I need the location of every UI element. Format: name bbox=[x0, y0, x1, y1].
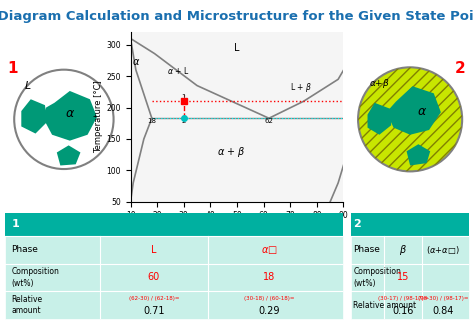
Text: (30-17) / (98-17)=: (30-17) / (98-17)= bbox=[378, 296, 428, 301]
Text: Phase: Phase bbox=[11, 245, 38, 254]
Text: 0.16: 0.16 bbox=[392, 306, 414, 316]
Text: 1: 1 bbox=[11, 220, 19, 230]
Text: 15: 15 bbox=[397, 272, 409, 282]
Polygon shape bbox=[21, 99, 47, 134]
Text: 2: 2 bbox=[455, 62, 466, 76]
Bar bbox=[5, 264, 344, 291]
Text: (98-30) / (98-17)=: (98-30) / (98-17)= bbox=[418, 296, 468, 301]
Text: 1: 1 bbox=[7, 62, 18, 76]
Polygon shape bbox=[367, 103, 391, 135]
Text: $\alpha$: $\alpha$ bbox=[65, 107, 75, 120]
Text: Phase: Phase bbox=[353, 245, 380, 254]
Text: 18: 18 bbox=[147, 118, 156, 124]
Text: $\beta$: $\beta$ bbox=[399, 243, 407, 257]
Text: L: L bbox=[25, 80, 31, 90]
Bar bbox=[351, 213, 469, 236]
Y-axis label: Temperature [°C]: Temperature [°C] bbox=[94, 80, 103, 153]
Text: Phase Diagram Calculation and Microstructure for the Given State Points 1,2: Phase Diagram Calculation and Microstruc… bbox=[0, 10, 474, 23]
Circle shape bbox=[358, 67, 462, 171]
Text: 2: 2 bbox=[353, 220, 361, 230]
Text: 2: 2 bbox=[182, 118, 186, 124]
Bar bbox=[351, 236, 469, 264]
Bar bbox=[5, 236, 344, 264]
Text: $\alpha$+$\beta$: $\alpha$+$\beta$ bbox=[369, 77, 390, 90]
Text: Composition
(wt%): Composition (wt%) bbox=[11, 267, 59, 288]
Text: (62-30) / (62-18)=: (62-30) / (62-18)= bbox=[128, 296, 179, 301]
Polygon shape bbox=[43, 91, 97, 141]
Polygon shape bbox=[57, 145, 81, 166]
Text: Relative
amount: Relative amount bbox=[11, 295, 43, 316]
Bar bbox=[5, 213, 344, 236]
Text: 0.71: 0.71 bbox=[143, 306, 164, 316]
Bar bbox=[351, 291, 469, 319]
Text: Relative amount: Relative amount bbox=[353, 300, 417, 309]
Text: 0.84: 0.84 bbox=[433, 306, 454, 316]
Text: 0.29: 0.29 bbox=[258, 306, 280, 316]
Text: 1: 1 bbox=[182, 94, 186, 100]
Text: ($\alpha$+$\alpha$□): ($\alpha$+$\alpha$□) bbox=[426, 244, 460, 256]
Text: $\alpha$ + $\beta$: $\alpha$ + $\beta$ bbox=[217, 145, 246, 159]
Text: 60: 60 bbox=[148, 272, 160, 282]
Text: L + $\beta$: L + $\beta$ bbox=[290, 81, 312, 94]
Bar bbox=[351, 264, 469, 291]
Text: 62: 62 bbox=[264, 118, 273, 124]
Text: $\alpha$: $\alpha$ bbox=[132, 57, 140, 67]
Text: 98: 98 bbox=[357, 118, 366, 124]
Text: $\alpha$□: $\alpha$□ bbox=[261, 244, 277, 256]
X-axis label: Sn (wt %) →: Sn (wt %) → bbox=[212, 223, 262, 232]
Text: 18: 18 bbox=[263, 272, 275, 282]
Text: L: L bbox=[234, 43, 240, 53]
Text: Composition
(wt%): Composition (wt%) bbox=[353, 267, 401, 288]
Bar bbox=[5, 291, 344, 319]
Polygon shape bbox=[386, 86, 441, 135]
Text: (30-18) / (60-18)=: (30-18) / (60-18)= bbox=[244, 296, 294, 301]
Text: $\alpha$ + L: $\alpha$ + L bbox=[167, 65, 190, 76]
Text: L: L bbox=[151, 245, 156, 255]
Polygon shape bbox=[407, 144, 430, 166]
Text: $\alpha$: $\alpha$ bbox=[417, 105, 427, 118]
